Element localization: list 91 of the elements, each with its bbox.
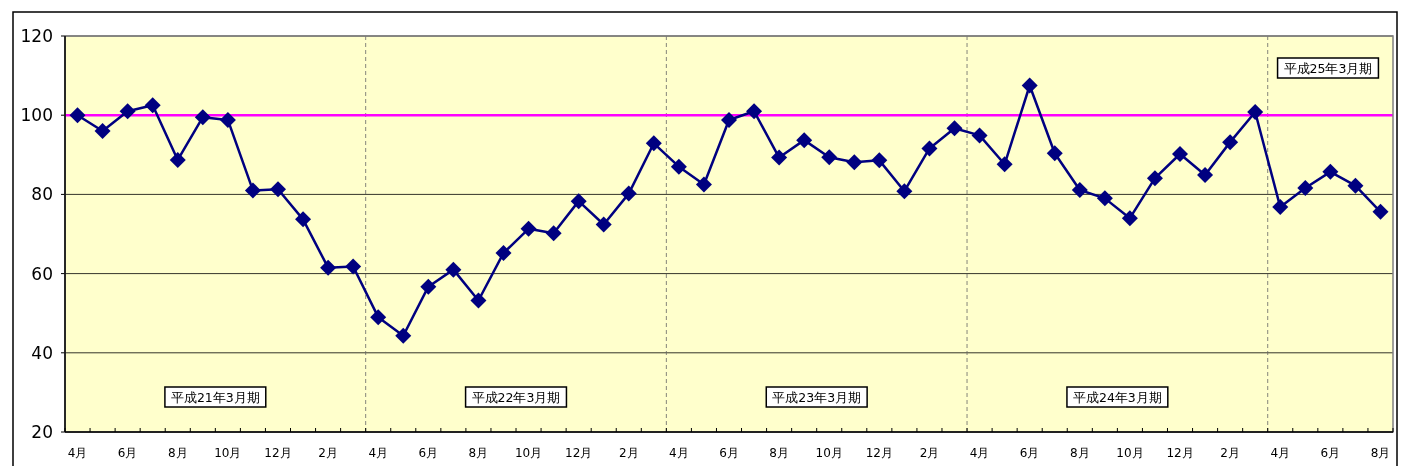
point xyxy=(1347,177,1364,194)
point xyxy=(320,259,337,276)
point xyxy=(1297,180,1314,197)
x-tick-label: 10月 xyxy=(214,446,242,460)
point xyxy=(194,109,211,126)
y-tick-label: 40 xyxy=(31,342,53,363)
annotation: 平成23年3月期 xyxy=(772,390,862,405)
point xyxy=(94,123,111,140)
x-tick-label: 8月 xyxy=(1370,446,1391,460)
y-tick-label: 120 xyxy=(20,26,53,46)
point xyxy=(746,103,763,120)
x-tick-label: 4月 xyxy=(368,446,389,460)
point xyxy=(470,292,487,309)
point xyxy=(370,309,387,326)
point xyxy=(670,158,687,175)
x-tick-label: 10月 xyxy=(514,446,543,460)
point xyxy=(1046,145,1063,162)
point xyxy=(1021,77,1038,94)
point xyxy=(1247,104,1264,121)
point xyxy=(1146,170,1163,187)
point xyxy=(269,181,286,198)
x-tick-label: 6月 xyxy=(1019,446,1040,460)
point xyxy=(1121,210,1138,227)
x-tick-label: 2月 xyxy=(618,446,639,460)
point xyxy=(1372,203,1389,220)
point xyxy=(420,278,437,295)
point xyxy=(495,245,512,262)
point xyxy=(595,216,612,233)
point xyxy=(1272,199,1289,216)
point xyxy=(69,107,86,124)
point xyxy=(695,176,712,193)
x-tick-label: 6月 xyxy=(418,446,439,460)
y-tick-label: 80 xyxy=(31,184,53,205)
point xyxy=(1222,134,1239,151)
point xyxy=(570,193,587,210)
point xyxy=(896,183,913,200)
point xyxy=(721,111,737,128)
x-tick-label: 6月 xyxy=(719,446,739,460)
point xyxy=(1172,146,1189,163)
point xyxy=(796,132,813,149)
annotation: 平成22年3月期 xyxy=(471,390,561,405)
x-tick-label: 10月 xyxy=(815,446,843,460)
point xyxy=(445,261,462,278)
point xyxy=(169,151,186,168)
x-tick-label: 12月 xyxy=(264,446,292,460)
point xyxy=(1322,163,1339,180)
point xyxy=(846,154,863,171)
annotation: 平成24年3月期 xyxy=(1072,390,1162,405)
x-tick-label: 2月 xyxy=(318,446,338,460)
x-tick-label: 8月 xyxy=(1069,446,1090,460)
x-tick-label: 2月 xyxy=(919,446,940,460)
x-tick-label: 12月 xyxy=(1166,446,1194,460)
point xyxy=(921,140,938,157)
point xyxy=(345,258,362,275)
point xyxy=(1197,167,1214,183)
x-tick-label: 4月 xyxy=(1270,446,1291,460)
point xyxy=(946,120,963,137)
x-tick-label: 4月 xyxy=(669,446,689,460)
point xyxy=(645,135,662,152)
point xyxy=(620,185,637,202)
point xyxy=(996,156,1013,173)
x-tick-label: 8月 xyxy=(468,446,489,460)
x-tick-label: 12月 xyxy=(565,446,593,460)
point xyxy=(119,103,136,120)
y-tick-label: 100 xyxy=(20,105,53,126)
point xyxy=(545,225,562,242)
x-tick-label: 6月 xyxy=(1320,446,1341,460)
point xyxy=(1096,190,1113,207)
point xyxy=(244,182,261,199)
point xyxy=(395,327,412,344)
x-tick-label: 4月 xyxy=(67,446,88,460)
point xyxy=(144,97,161,114)
point xyxy=(821,149,838,166)
annotation: 平成21年3月期 xyxy=(170,390,260,405)
point xyxy=(1071,182,1088,199)
point xyxy=(295,211,312,228)
point xyxy=(871,152,888,169)
y-tick-label: 60 xyxy=(31,263,53,284)
x-tick-label: 8月 xyxy=(769,446,789,460)
point xyxy=(971,127,988,144)
x-tick-label: 6月 xyxy=(117,446,138,460)
x-tick-label: 2月 xyxy=(1220,446,1240,460)
point xyxy=(771,149,788,166)
y-tick-label: 20 xyxy=(31,422,53,442)
point xyxy=(219,111,236,128)
x-tick-label: 12月 xyxy=(865,446,893,460)
point xyxy=(520,220,537,237)
annotation: 平成25年3月期 xyxy=(1283,61,1373,76)
x-tick-label: 10月 xyxy=(1116,446,1144,460)
x-tick-label: 4月 xyxy=(969,446,990,460)
x-tick-label: 8月 xyxy=(167,446,188,460)
